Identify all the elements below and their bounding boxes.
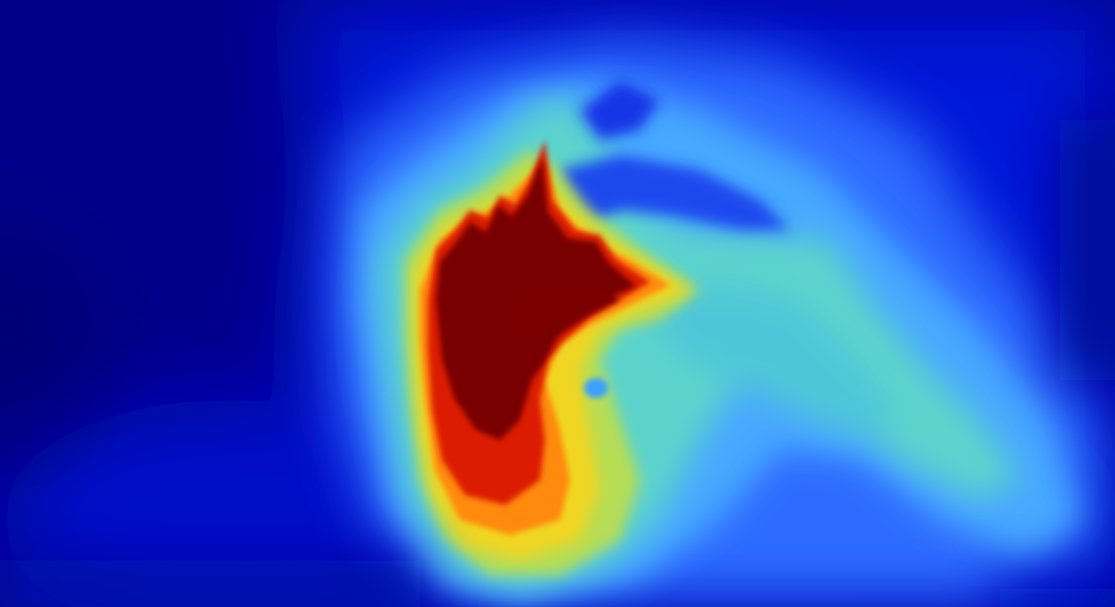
blue-tongue-layer (560, 80, 790, 230)
dark-left-lobe (0, 90, 380, 570)
center-blue-spot (584, 378, 608, 398)
edge-darkening-layer (0, 120, 1115, 607)
dark-red-core (436, 158, 636, 440)
